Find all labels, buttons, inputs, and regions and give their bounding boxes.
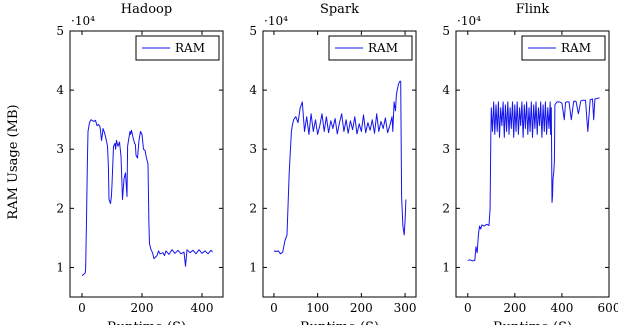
x-tick-label: 600 — [598, 301, 618, 315]
y-tick-label: 4 — [442, 83, 450, 97]
y-exponent-label: ·10⁴ — [264, 14, 288, 28]
plot-frame — [262, 30, 417, 298]
y-axis-label: RAM Usage (MB) — [6, 104, 21, 219]
x-tick-label: 200 — [350, 301, 373, 315]
x-axis-label: Runtime (S) — [493, 320, 572, 325]
legend-label: RAM — [368, 41, 398, 55]
chart-title: Hadoop — [121, 2, 172, 17]
legend-label: RAM — [175, 41, 205, 55]
y-tick-label: 2 — [249, 201, 257, 215]
chart-panel-flink: Flink ·10⁴ 0 200 400 600 1 2 3 4 5 Runtime (S) RAM — [442, 2, 618, 330]
y-tick-label: 4 — [249, 83, 257, 97]
x-tick-label: 200 — [131, 301, 154, 315]
y-tick-label: 4 — [56, 83, 64, 97]
y-tick-label: 3 — [249, 142, 257, 156]
plot-frame — [69, 30, 224, 298]
y-exponent-label: ·10⁴ — [71, 14, 95, 28]
x-tick-label: 400 — [191, 301, 214, 315]
series-line-ram — [273, 80, 407, 255]
chart-panel-spark: Spark ·10⁴ 0 100 200 300 1 2 3 4 5 Runtime (S) RAM — [249, 2, 417, 330]
series-line-ram — [81, 119, 213, 277]
x-tick-label: 0 — [78, 301, 86, 315]
y-tick-label: 3 — [56, 142, 64, 156]
y-tick-label: 5 — [442, 24, 450, 38]
x-tick-label: 200 — [503, 301, 526, 315]
legend: RAM — [328, 35, 413, 61]
x-tick-label: 0 — [464, 301, 472, 315]
y-exponent-label: ·10⁴ — [457, 14, 481, 28]
series-line-ram — [467, 97, 600, 262]
y-tick-label: 3 — [442, 142, 450, 156]
x-tick-label: 0 — [270, 301, 278, 315]
chart-title: Flink — [516, 2, 550, 17]
y-tick-label: 5 — [249, 24, 257, 38]
x-axis-label: Runtime (S) — [300, 320, 379, 325]
chart-title: Spark — [320, 2, 359, 17]
x-tick-label: 300 — [394, 301, 417, 315]
legend: RAM — [135, 35, 220, 61]
y-tick-label: 2 — [442, 201, 450, 215]
plot-frame — [455, 30, 610, 298]
x-axis-label: Runtime (S) — [107, 320, 186, 325]
y-tick-label: 1 — [56, 260, 64, 274]
y-tick-label: 1 — [442, 260, 450, 274]
legend: RAM — [521, 35, 606, 61]
y-tick-label: 2 — [56, 201, 64, 215]
chart-panel-hadoop: Hadoop ·10⁴ 0 200 400 1 2 3 4 5 Runtime (S) RAM — [56, 2, 224, 330]
y-tick-label: 1 — [249, 260, 257, 274]
legend-label: RAM — [561, 41, 591, 55]
x-tick-label: 100 — [306, 301, 329, 315]
y-tick-label: 5 — [56, 24, 64, 38]
x-tick-label: 400 — [550, 301, 573, 315]
